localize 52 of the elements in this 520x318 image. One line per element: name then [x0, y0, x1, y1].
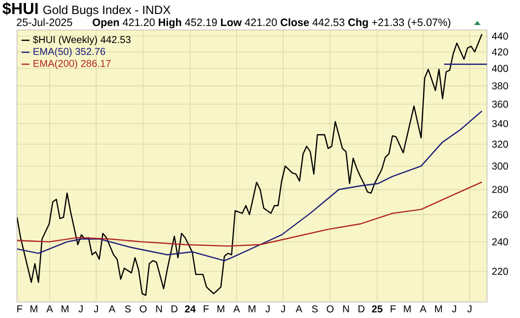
- legend-label: EMA(200) 286.17: [34, 60, 111, 69]
- x-tick-label: M: [435, 305, 442, 312]
- x-tick-label: J: [94, 305, 98, 312]
- y-tick-label: 260: [492, 211, 508, 218]
- x-tick-label: J: [452, 305, 456, 312]
- x-tick-label: S: [124, 305, 131, 312]
- line-series: [17, 110, 482, 262]
- x-tick-label: A: [233, 305, 240, 312]
- x-tick-label: 25: [372, 305, 382, 312]
- y-tick-label: 220: [492, 268, 508, 275]
- line-series: [17, 181, 482, 247]
- x-tick-label: A: [296, 305, 302, 312]
- y-tick-label: 440: [492, 32, 508, 40]
- y-tick-label: 340: [492, 120, 508, 128]
- x-tick-label: M: [404, 305, 411, 312]
- x-tick-label: N: [343, 305, 349, 312]
- x-tick-label: F: [204, 305, 209, 312]
- x-tick-label: A: [420, 305, 426, 312]
- x-tick-label: D: [358, 305, 364, 312]
- x-tick-label: F: [390, 305, 396, 312]
- x-tick-label: D: [172, 305, 178, 312]
- text: Open 421.20 High 452.19 Low 421.20 Close 442.53 Chg +21.33 (+5.07%): [92, 18, 450, 28]
- y-tick-label: 360: [492, 100, 508, 108]
- x-tick-label: J: [280, 305, 285, 312]
- x-tick-label: M: [62, 305, 68, 312]
- y-tick-label: 240: [492, 238, 508, 246]
- y-tick-label: 280: [492, 186, 508, 194]
- x-tick-label: A: [46, 305, 54, 312]
- legend-label: $HUI (Weekly) 442.53: [32, 36, 131, 46]
- y-tick-label: 300: [492, 162, 508, 170]
- y-tick-label: 400: [492, 64, 508, 72]
- y-tick-label: 420: [492, 48, 508, 56]
- y-tick-label: 380: [492, 82, 508, 90]
- x-tick-label: O: [326, 305, 334, 312]
- x-tick-label: M: [248, 305, 256, 312]
- y-tick-label: 320: [492, 140, 508, 148]
- x-tick-label: M: [217, 305, 224, 312]
- x-tick-label: M: [30, 305, 38, 312]
- x-tick-label: J: [78, 305, 83, 312]
- x-tick-label: S: [312, 305, 318, 312]
- text: 25-Jul-2025: [16, 18, 72, 26]
- x-tick-label: O: [140, 305, 147, 312]
- x-tick-label: 24: [184, 305, 196, 312]
- x-tick-label: N: [156, 305, 162, 312]
- legend-label: EMA(50) 352.76: [34, 48, 106, 57]
- line-series: [17, 34, 482, 296]
- x-tick-label: A: [108, 305, 116, 312]
- x-tick-label: J: [265, 305, 270, 312]
- chart-subtitle: Gold Bugs Index - INDX: [43, 5, 171, 16]
- x-tick-label: J: [467, 305, 472, 312]
- chart-title: $HUI: [2, 2, 38, 16]
- x-tick-label: F: [17, 305, 22, 312]
